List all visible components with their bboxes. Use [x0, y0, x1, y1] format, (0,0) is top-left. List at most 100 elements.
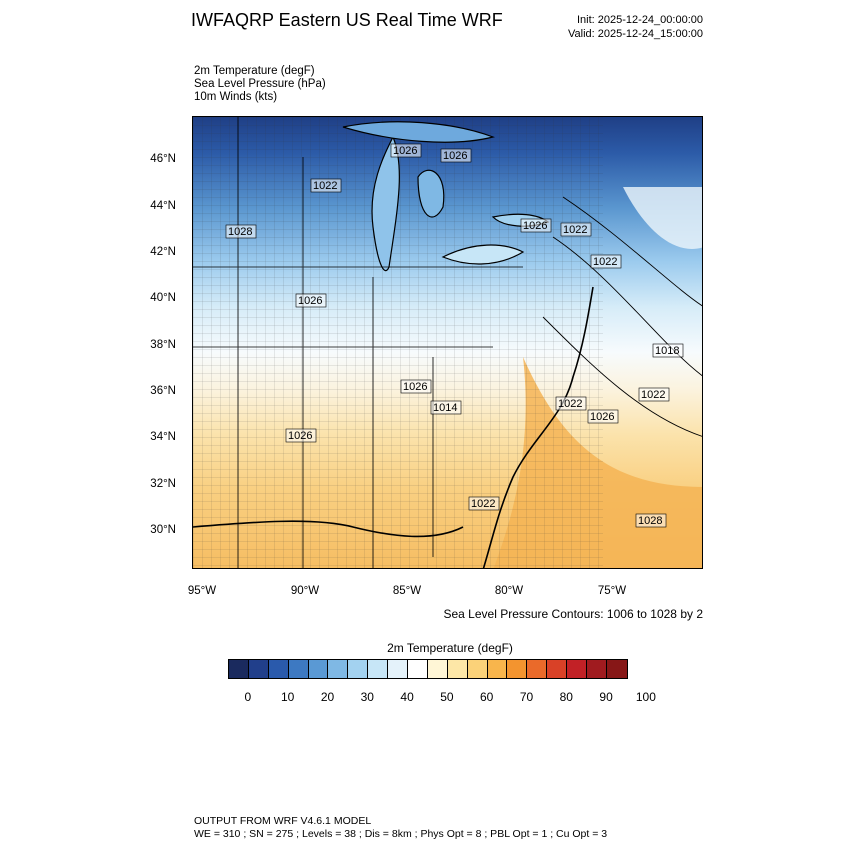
- svg-text:1026: 1026: [443, 150, 467, 162]
- field-label-winds: 10m Winds (kts): [194, 91, 278, 103]
- svg-text:1022: 1022: [593, 256, 617, 268]
- field-label-pressure: Sea Level Pressure (hPa): [194, 78, 326, 90]
- colorbar-tick-label: 20: [320, 690, 335, 704]
- east-coastline: [482, 286, 594, 568]
- colorbar-box: [248, 660, 269, 678]
- pressure-label: 1022: [468, 496, 500, 511]
- colorbar-tick-label: 60: [480, 690, 494, 704]
- lon-label-75: 75°W: [597, 585, 627, 597]
- pressure-label: 1026: [285, 428, 317, 443]
- pressure-label: 1022: [590, 254, 622, 269]
- colorbar-tick-label: 50: [440, 690, 454, 704]
- colorbar-box: [408, 660, 428, 678]
- pressure-label: 1022: [555, 396, 587, 411]
- svg-text:1018: 1018: [655, 345, 679, 357]
- model-info: OUTPUT FROM WRF V4.6.1 MODEL: [194, 815, 372, 827]
- svg-text:1022: 1022: [558, 398, 582, 410]
- colorbar-box: [527, 660, 548, 678]
- lat-label-34: 34°N: [150, 431, 176, 443]
- colorbar-box: [288, 660, 309, 678]
- plot-title: IWFAQRP Eastern US Real Time WRF: [191, 10, 503, 30]
- colorbar-box: [388, 660, 409, 678]
- colorbar-box: [348, 660, 369, 678]
- colorbar-box: [229, 660, 249, 678]
- colorbar-box: [427, 660, 448, 678]
- map-panel: 1026 1026 1022 1028 1026 1022 1022 1026 1026 1014…: [192, 116, 703, 569]
- lon-label-85: 85°W: [392, 585, 422, 597]
- lat-label-32: 32°N: [150, 478, 176, 490]
- pressure-label: 1022: [560, 222, 592, 237]
- svg-text:1026: 1026: [403, 381, 427, 393]
- colorbar-tick-label: 70: [519, 690, 534, 704]
- pressure-label: 1018: [652, 343, 684, 358]
- lake-michigan: [371, 135, 400, 272]
- svg-text:1014: 1014: [433, 402, 457, 414]
- pressure-contours: [542, 196, 702, 437]
- pressure-label: 1014: [430, 400, 462, 415]
- lon-label-80: 80°W: [494, 585, 524, 597]
- field-label-temperature: 2m Temperature (degF): [194, 65, 315, 77]
- svg-text:1022: 1022: [563, 224, 587, 236]
- pressure-label: 1026: [400, 379, 432, 394]
- pressure-label: 1022: [638, 387, 670, 402]
- lat-label-42: 42°N: [150, 246, 176, 258]
- colorbar-tick-label: 30: [360, 690, 374, 704]
- svg-text:1028: 1028: [228, 226, 252, 238]
- colorbar: [228, 659, 628, 679]
- colorbar-box: [447, 660, 468, 678]
- colorbar-box: [268, 660, 289, 678]
- lat-label-40: 40°N: [150, 292, 176, 304]
- temperature-map: 1026 1026 1022 1028 1026 1022 1022 1026 1026 1014…: [193, 117, 702, 568]
- svg-text:1026: 1026: [393, 145, 417, 157]
- pressure-label: 1026: [440, 148, 472, 163]
- atlantic-cool-fill: [623, 187, 702, 249]
- colorbar-box: [567, 660, 588, 678]
- svg-text:1026: 1026: [298, 295, 322, 307]
- svg-text:1022: 1022: [313, 180, 337, 192]
- colorbar-tick-label: 40: [400, 690, 414, 704]
- svg-text:1022: 1022: [471, 498, 495, 510]
- colorbar-tick-label: 0: [244, 690, 252, 704]
- lat-label-46: 46°N: [150, 153, 176, 165]
- colorbar-box: [547, 660, 568, 678]
- colorbar-tick-label: 100: [635, 690, 656, 704]
- lake-superior: [342, 121, 496, 143]
- pressure-label: 1022: [310, 178, 342, 193]
- lon-label-95: 95°W: [187, 585, 217, 597]
- colorbar-box: [606, 660, 627, 678]
- svg-text:1028: 1028: [638, 515, 662, 527]
- pressure-label: 1026: [390, 143, 422, 158]
- pressure-label: 1028: [225, 224, 257, 239]
- colorbar-tick-label: 90: [599, 690, 613, 704]
- lon-label-90: 90°W: [290, 585, 320, 597]
- svg-text:1026: 1026: [590, 411, 614, 423]
- colorbar-box: [487, 660, 508, 678]
- colorbar-tick-label: 80: [559, 690, 573, 704]
- lake-huron: [417, 169, 445, 218]
- colorbar-box: [507, 660, 528, 678]
- contour-note: Sea Level Pressure Contours: 1006 to 102…: [443, 607, 704, 621]
- svg-text:1026: 1026: [523, 220, 547, 232]
- pressure-label: 1026: [520, 218, 552, 233]
- pressure-label: 1026: [295, 293, 327, 308]
- svg-text:1022: 1022: [641, 389, 665, 401]
- state-lines: [193, 117, 523, 568]
- init-time: Init: 2025-12-24_00:00:00: [577, 14, 703, 26]
- svg-text:1026: 1026: [288, 430, 312, 442]
- pressure-label: 1026: [587, 409, 619, 424]
- valid-time: Valid: 2025-12-24_15:00:00: [568, 28, 703, 40]
- lat-label-38: 38°N: [150, 339, 176, 351]
- colorbar-box: [587, 660, 607, 678]
- colorbar-title: 2m Temperature (degF): [387, 641, 513, 655]
- lat-label-30: 30°N: [150, 524, 176, 536]
- lat-label-36: 36°N: [150, 385, 176, 397]
- colorbar-box: [467, 660, 488, 678]
- lake-erie: [441, 244, 525, 265]
- model-config: WE = 310 ; SN = 275 ; Levels = 38 ; Dis …: [194, 828, 608, 840]
- colorbar-box: [308, 660, 329, 678]
- colorbar-box: [328, 660, 349, 678]
- lat-label-44: 44°N: [150, 200, 176, 212]
- colorbar-tick-label: 10: [281, 690, 295, 704]
- pressure-label: 1028: [635, 513, 667, 528]
- gulf-coastline: [193, 520, 464, 538]
